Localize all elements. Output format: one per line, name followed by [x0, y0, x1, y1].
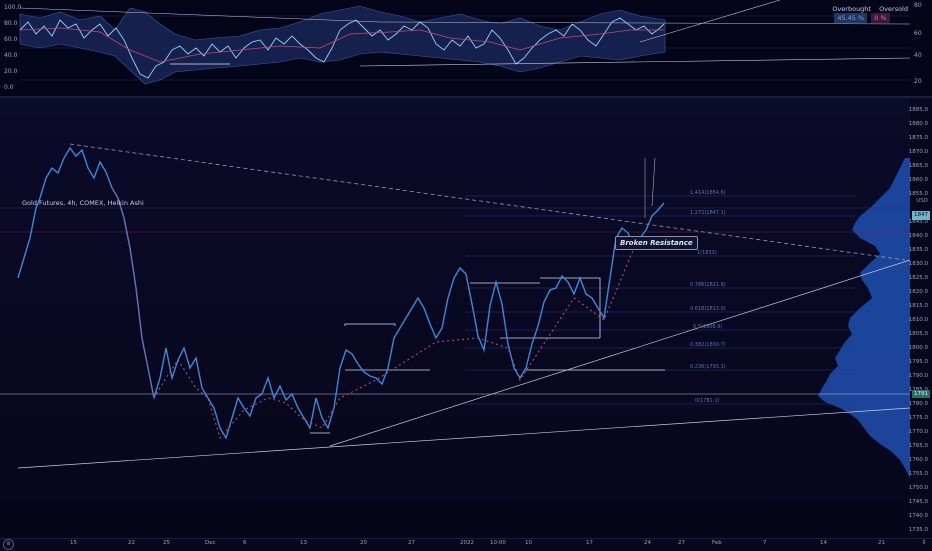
price-tick: 1815.0 — [908, 303, 928, 309]
time-tick: 17 — [586, 540, 593, 546]
osc-left-tick: 100.0 — [4, 4, 22, 11]
fib-label: 0.786(1821.8) — [690, 282, 726, 288]
price-tick: 1765.0 — [908, 443, 928, 449]
price-tick: 1855.0 — [908, 191, 928, 197]
osc-right-tick: 60 — [914, 30, 922, 37]
price-tick: 1865.0 — [908, 163, 928, 169]
oscillator-ma — [19, 27, 664, 63]
time-tick: 20 — [360, 540, 367, 546]
price-tick: 1755.0 — [908, 471, 928, 477]
price-chart-pane[interactable]: Gold Futures, 4h, COMEX, Heikin Ashi USD… — [0, 98, 932, 538]
fib-label: 1.272(1847.1) — [690, 210, 726, 216]
time-tick: 15 — [70, 540, 77, 546]
price-tick: 1775.0 — [908, 415, 928, 421]
current-price-tag: 1847 — [912, 211, 930, 220]
oscillator-band — [19, 5, 666, 85]
time-tick: 25 — [163, 540, 170, 546]
time-tick: Feb — [712, 540, 722, 546]
fib-label: 0(1781.1) — [695, 398, 720, 404]
price-tick: 1750.0 — [908, 485, 928, 491]
price-tick: 1835.0 — [908, 247, 928, 253]
price-tick: 1745.0 — [908, 499, 928, 505]
level-price-tag: 1791 — [912, 390, 930, 398]
time-tick: 6 — [243, 540, 247, 546]
time-tick: 24 — [644, 540, 651, 546]
time-tick: 22 — [128, 540, 135, 546]
time-tick: Dec — [205, 540, 216, 546]
price-tick: 1820.0 — [908, 289, 928, 295]
osc-left-tick: 40.0 — [4, 52, 18, 59]
price-tick: 1830.0 — [908, 261, 928, 267]
price-tick: 1740.0 — [908, 513, 928, 519]
price-tick: 1760.0 — [908, 457, 928, 463]
osc-left-tick: 80.0 — [4, 20, 18, 27]
osc-left-tick: 20.0 — [4, 68, 18, 75]
osc-right-tick: 80 — [914, 2, 922, 9]
time-tick: 14 — [820, 540, 827, 546]
chart-title: Gold Futures, 4h, COMEX, Heikin Ashi — [22, 199, 144, 207]
price-tick: 1875.0 — [908, 135, 928, 141]
price-tick: 1845.0 — [908, 219, 928, 225]
time-tick: 27 — [678, 540, 685, 546]
time-tick: 13 — [300, 540, 307, 546]
fib-label: 1.414(1854.6) — [690, 190, 726, 196]
fib-label: 1(1833) — [697, 250, 717, 256]
legend-overbought-label: Overbought — [832, 5, 871, 13]
osc-right-tick: 40 — [914, 52, 922, 59]
fib-label: 0.236(1793.1) — [690, 364, 726, 370]
osc-left-tick: 0.0 — [4, 84, 14, 91]
fib-label: 0.5(1806.9) — [693, 324, 723, 330]
price-tick: 1805.0 — [908, 331, 928, 337]
price-tick: 1790.0 — [908, 373, 928, 379]
price-tick: 1770.0 — [908, 429, 928, 435]
legend-oversold-value: 0 % — [871, 13, 890, 23]
candles — [17, 146, 665, 440]
osc-right-tick: 20 — [914, 78, 922, 85]
osc-left-tick: 60.0 — [4, 36, 18, 43]
fib-label: 0.618(1813.0) — [690, 306, 726, 312]
oscillator-pane[interactable]: 100.0 80.0 60.0 40.0 20.0 0.0 80 60 40 2… — [0, 0, 932, 96]
price-tick: 1800.0 — [908, 345, 928, 351]
legend-oversold-label: Oversold — [879, 5, 908, 13]
price-tick: 1860.0 — [908, 177, 928, 183]
fib-label: 0.382(1800.7) — [690, 342, 726, 348]
time-tick: 7 — [763, 540, 767, 546]
time-tick: 10 — [525, 540, 532, 546]
price-tick: 1735.0 — [908, 527, 928, 533]
time-tick: 2022 — [460, 540, 474, 546]
time-tick: 21 — [878, 540, 885, 546]
legend-overbought-value: 45.45 % — [834, 13, 868, 23]
price-tick: 1795.0 — [908, 359, 928, 365]
price-tick: 1810.0 — [908, 317, 928, 323]
gear-icon[interactable]: ⚙ — [3, 539, 14, 550]
price-tick: 1880.0 — [908, 121, 928, 127]
price-tick: 1870.0 — [908, 149, 928, 155]
currency-label: USD — [916, 198, 928, 204]
time-axis[interactable]: 15 22 25 Dec 6 13 20 27 2022 10:00 10 17… — [0, 538, 932, 551]
oscillator-svg — [19, 0, 911, 85]
price-tick: 1825.0 — [908, 275, 928, 281]
pane-separator[interactable] — [0, 96, 932, 98]
price-tick: 1840.0 — [908, 233, 928, 239]
volume-profile — [818, 158, 910, 478]
scale-icon[interactable]: ⇕ — [921, 539, 927, 546]
price-chart-svg — [0, 98, 911, 538]
price-tick: 1885.0 — [908, 107, 928, 113]
time-tick: 10:00 — [490, 540, 506, 546]
oscillator-legend: Overbought Oversold 45.45 % 0 % — [832, 5, 908, 23]
time-tick: 27 — [408, 540, 415, 546]
price-tick: 1780.0 — [908, 401, 928, 407]
broken-resistance-annotation[interactable]: Broken Resistance — [615, 236, 698, 250]
